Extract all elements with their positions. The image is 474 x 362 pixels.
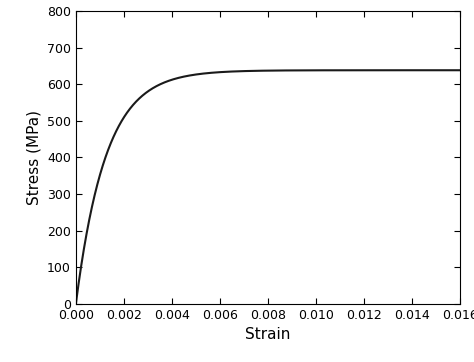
Y-axis label: Stress (MPa): Stress (MPa)	[27, 110, 41, 205]
X-axis label: Strain: Strain	[245, 328, 291, 342]
